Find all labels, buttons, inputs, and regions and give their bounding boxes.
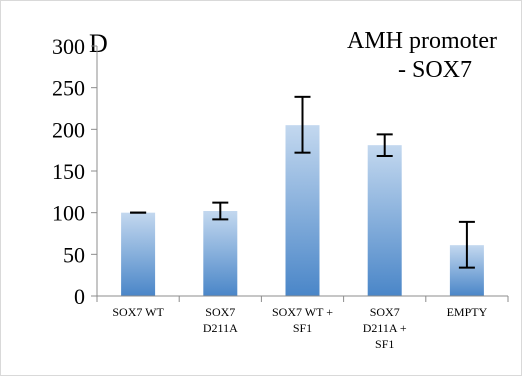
x-tick-label: SOX7 D211A: [203, 305, 238, 335]
y-tick-label: 250: [52, 76, 85, 101]
panel-label: D: [89, 29, 108, 58]
error-bar: [376, 133, 393, 157]
y-tick-label: 300: [52, 34, 85, 59]
y-axis: 0 50 100 150 200 250 300: [52, 34, 98, 309]
error-bars: [130, 95, 475, 269]
error-bar: [458, 220, 475, 269]
x-tick-label: SOX7 D211A + SF1: [363, 305, 407, 351]
x-axis: SOX7 WT SOX7 D211A SOX7 WT + SF1 SOX7 D211A + S…: [96, 295, 509, 351]
x-tick-label: SOX7 WT + SF1: [272, 305, 333, 335]
error-bar: [212, 201, 229, 221]
bar: [121, 212, 156, 296]
y-tick-label: 150: [52, 159, 85, 184]
x-tick-label: EMPTY: [447, 305, 488, 319]
x-tick-label: SOX7 WT: [112, 305, 164, 319]
bars: [121, 125, 484, 297]
y-tick-label: 50: [63, 242, 85, 267]
error-bar: [294, 95, 311, 154]
bar: [367, 145, 402, 296]
y-tick-label: 0: [74, 284, 85, 309]
chart-title: AMH promoter - SOX7: [347, 28, 497, 83]
title-line-1: AMH promoter: [347, 28, 497, 54]
y-tick-label: 200: [52, 117, 85, 142]
bar: [203, 211, 238, 296]
y-tick-label: 100: [52, 201, 85, 226]
title-line-2: - SOX7: [398, 57, 472, 83]
